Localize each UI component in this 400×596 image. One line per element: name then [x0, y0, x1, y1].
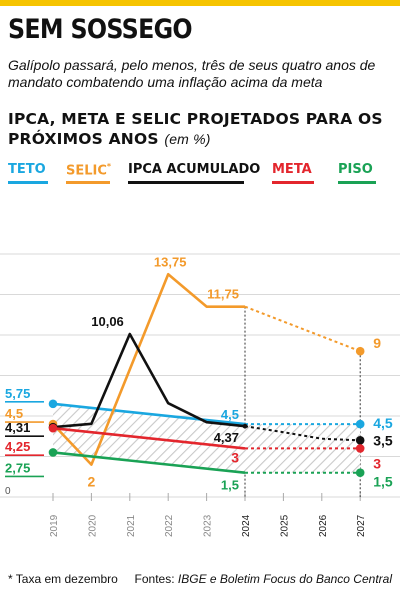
series-point	[355, 444, 365, 453]
line-chart: 0 2019 2020 2021 2022 2023 2024 2025 2026 2027 5,7…	[0, 253, 400, 537]
legend-swatch	[272, 181, 314, 184]
x-tick-label: 2024	[241, 514, 252, 537]
x-tick-label: 2023	[203, 514, 214, 537]
legend-label: TETO	[8, 162, 46, 177]
x-tick-label: 2020	[87, 514, 98, 537]
chart-title: IPCA, META E SELIC PROJETADOS PARA OS PR…	[8, 109, 396, 149]
data-label: 3	[231, 449, 239, 465]
x-tick-label: 2021	[126, 514, 137, 537]
legend-label: META	[272, 162, 312, 177]
source-text: IBGE e Boletim Focus do Banco Central	[177, 572, 392, 586]
data-label: 4,5	[373, 415, 393, 431]
data-label: 9	[373, 335, 381, 351]
series-projection-line	[244, 425, 361, 442]
legend-swatch	[338, 181, 376, 184]
data-label: 2,75	[5, 460, 30, 475]
series-line	[52, 332, 246, 429]
legend-item-meta: META	[272, 162, 314, 184]
page-subtitle: Galípolo passará, pelo menos, três de se…	[8, 57, 376, 90]
x-tick-label: 2019	[49, 514, 60, 537]
data-label: 3	[373, 455, 381, 471]
data-label: 3,5	[373, 432, 393, 448]
series-line	[52, 402, 246, 426]
legend-item-selic: SELIC*	[66, 162, 112, 184]
legend-swatch	[66, 181, 110, 184]
series-point	[48, 423, 58, 433]
data-label: 13,75	[154, 254, 187, 269]
series-point	[355, 468, 365, 478]
data-label: 5,75	[5, 386, 30, 401]
data-label: 1,5	[373, 474, 393, 490]
accent-bar	[0, 0, 400, 6]
series-point	[242, 423, 248, 429]
series-line	[52, 272, 245, 466]
data-label: 4,25	[5, 439, 30, 454]
legend-label: PISO	[338, 162, 373, 177]
data-label: 11,75	[207, 287, 239, 302]
tolerance-band	[53, 403, 361, 473]
x-tick-label: 2027	[356, 514, 367, 537]
legend-item-teto: TETO	[8, 162, 48, 184]
legend-item-piso: PISO	[338, 162, 376, 184]
data-label: 1,5	[221, 478, 239, 493]
data-label: 4,31	[5, 420, 30, 435]
page-title: SEM SOSSEGO	[8, 14, 193, 45]
series-point	[355, 419, 365, 429]
series-point	[355, 436, 365, 445]
legend-swatch	[128, 181, 244, 184]
x-tick-label: 2025	[279, 514, 290, 537]
source-prefix: Fontes:	[134, 572, 178, 586]
series-line	[52, 451, 246, 474]
legend-marker: *	[106, 162, 112, 171]
legend-item-ipca: IPCA ACUMULADO	[128, 162, 261, 184]
series-projection-line	[244, 305, 361, 353]
legend-label: SELIC	[66, 163, 107, 179]
series-point	[48, 448, 58, 457]
series-point	[48, 399, 58, 409]
legend-swatch	[8, 181, 48, 184]
data-label: 2	[88, 474, 96, 490]
x-tick-label: 2026	[318, 514, 329, 537]
chart-title-main: IPCA, META E SELIC PROJETADOS PARA OS PR…	[8, 110, 383, 148]
legend-label: IPCA ACUMULADO	[128, 162, 261, 177]
chart-legend: TETO SELIC* IPCA ACUMULADO META PISO	[0, 162, 400, 184]
series-point	[355, 346, 365, 356]
data-label: 4,37	[214, 430, 239, 445]
source-note: Fontes: IBGE e Boletim Focus do Banco Ce…	[135, 572, 392, 586]
data-label: 10,06	[91, 314, 124, 329]
y-tick-label: 0	[5, 486, 11, 497]
chart-title-unit: (em %)	[164, 131, 211, 147]
data-label: 4,5	[5, 406, 23, 421]
series-line	[52, 426, 246, 450]
data-label: 4,5	[221, 407, 239, 422]
x-tick-label: 2022	[164, 514, 175, 537]
footnote: * Taxa em dezembro	[8, 572, 118, 586]
